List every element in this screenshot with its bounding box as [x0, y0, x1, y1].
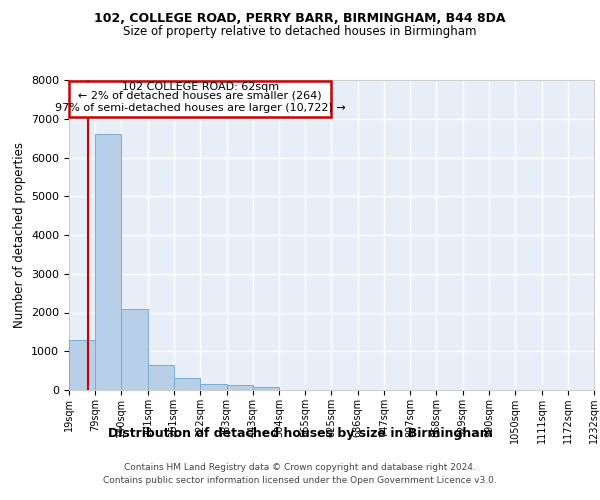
Text: Size of property relative to detached houses in Birmingham: Size of property relative to detached ho…: [123, 25, 477, 38]
Bar: [174, 378, 200, 390]
Text: ← 2% of detached houses are smaller (264): ← 2% of detached houses are smaller (264…: [79, 91, 322, 101]
Text: Distribution of detached houses by size in Birmingham: Distribution of detached houses by size …: [107, 428, 493, 440]
Text: Contains public sector information licensed under the Open Government Licence v3: Contains public sector information licen…: [103, 476, 497, 485]
Bar: [200, 384, 227, 390]
Bar: [69, 340, 95, 390]
Text: Contains HM Land Registry data © Crown copyright and database right 2024.: Contains HM Land Registry data © Crown c…: [124, 462, 476, 471]
Text: 97% of semi-detached houses are larger (10,722) →: 97% of semi-detached houses are larger (…: [55, 104, 346, 114]
Bar: [253, 386, 279, 390]
Text: 102 COLLEGE ROAD: 62sqm: 102 COLLEGE ROAD: 62sqm: [122, 82, 279, 92]
Bar: [148, 365, 174, 390]
Bar: [95, 134, 121, 390]
Bar: [121, 310, 148, 390]
FancyBboxPatch shape: [69, 81, 331, 117]
Text: 102, COLLEGE ROAD, PERRY BARR, BIRMINGHAM, B44 8DA: 102, COLLEGE ROAD, PERRY BARR, BIRMINGHA…: [94, 12, 506, 26]
Y-axis label: Number of detached properties: Number of detached properties: [13, 142, 26, 328]
Bar: [227, 386, 253, 390]
